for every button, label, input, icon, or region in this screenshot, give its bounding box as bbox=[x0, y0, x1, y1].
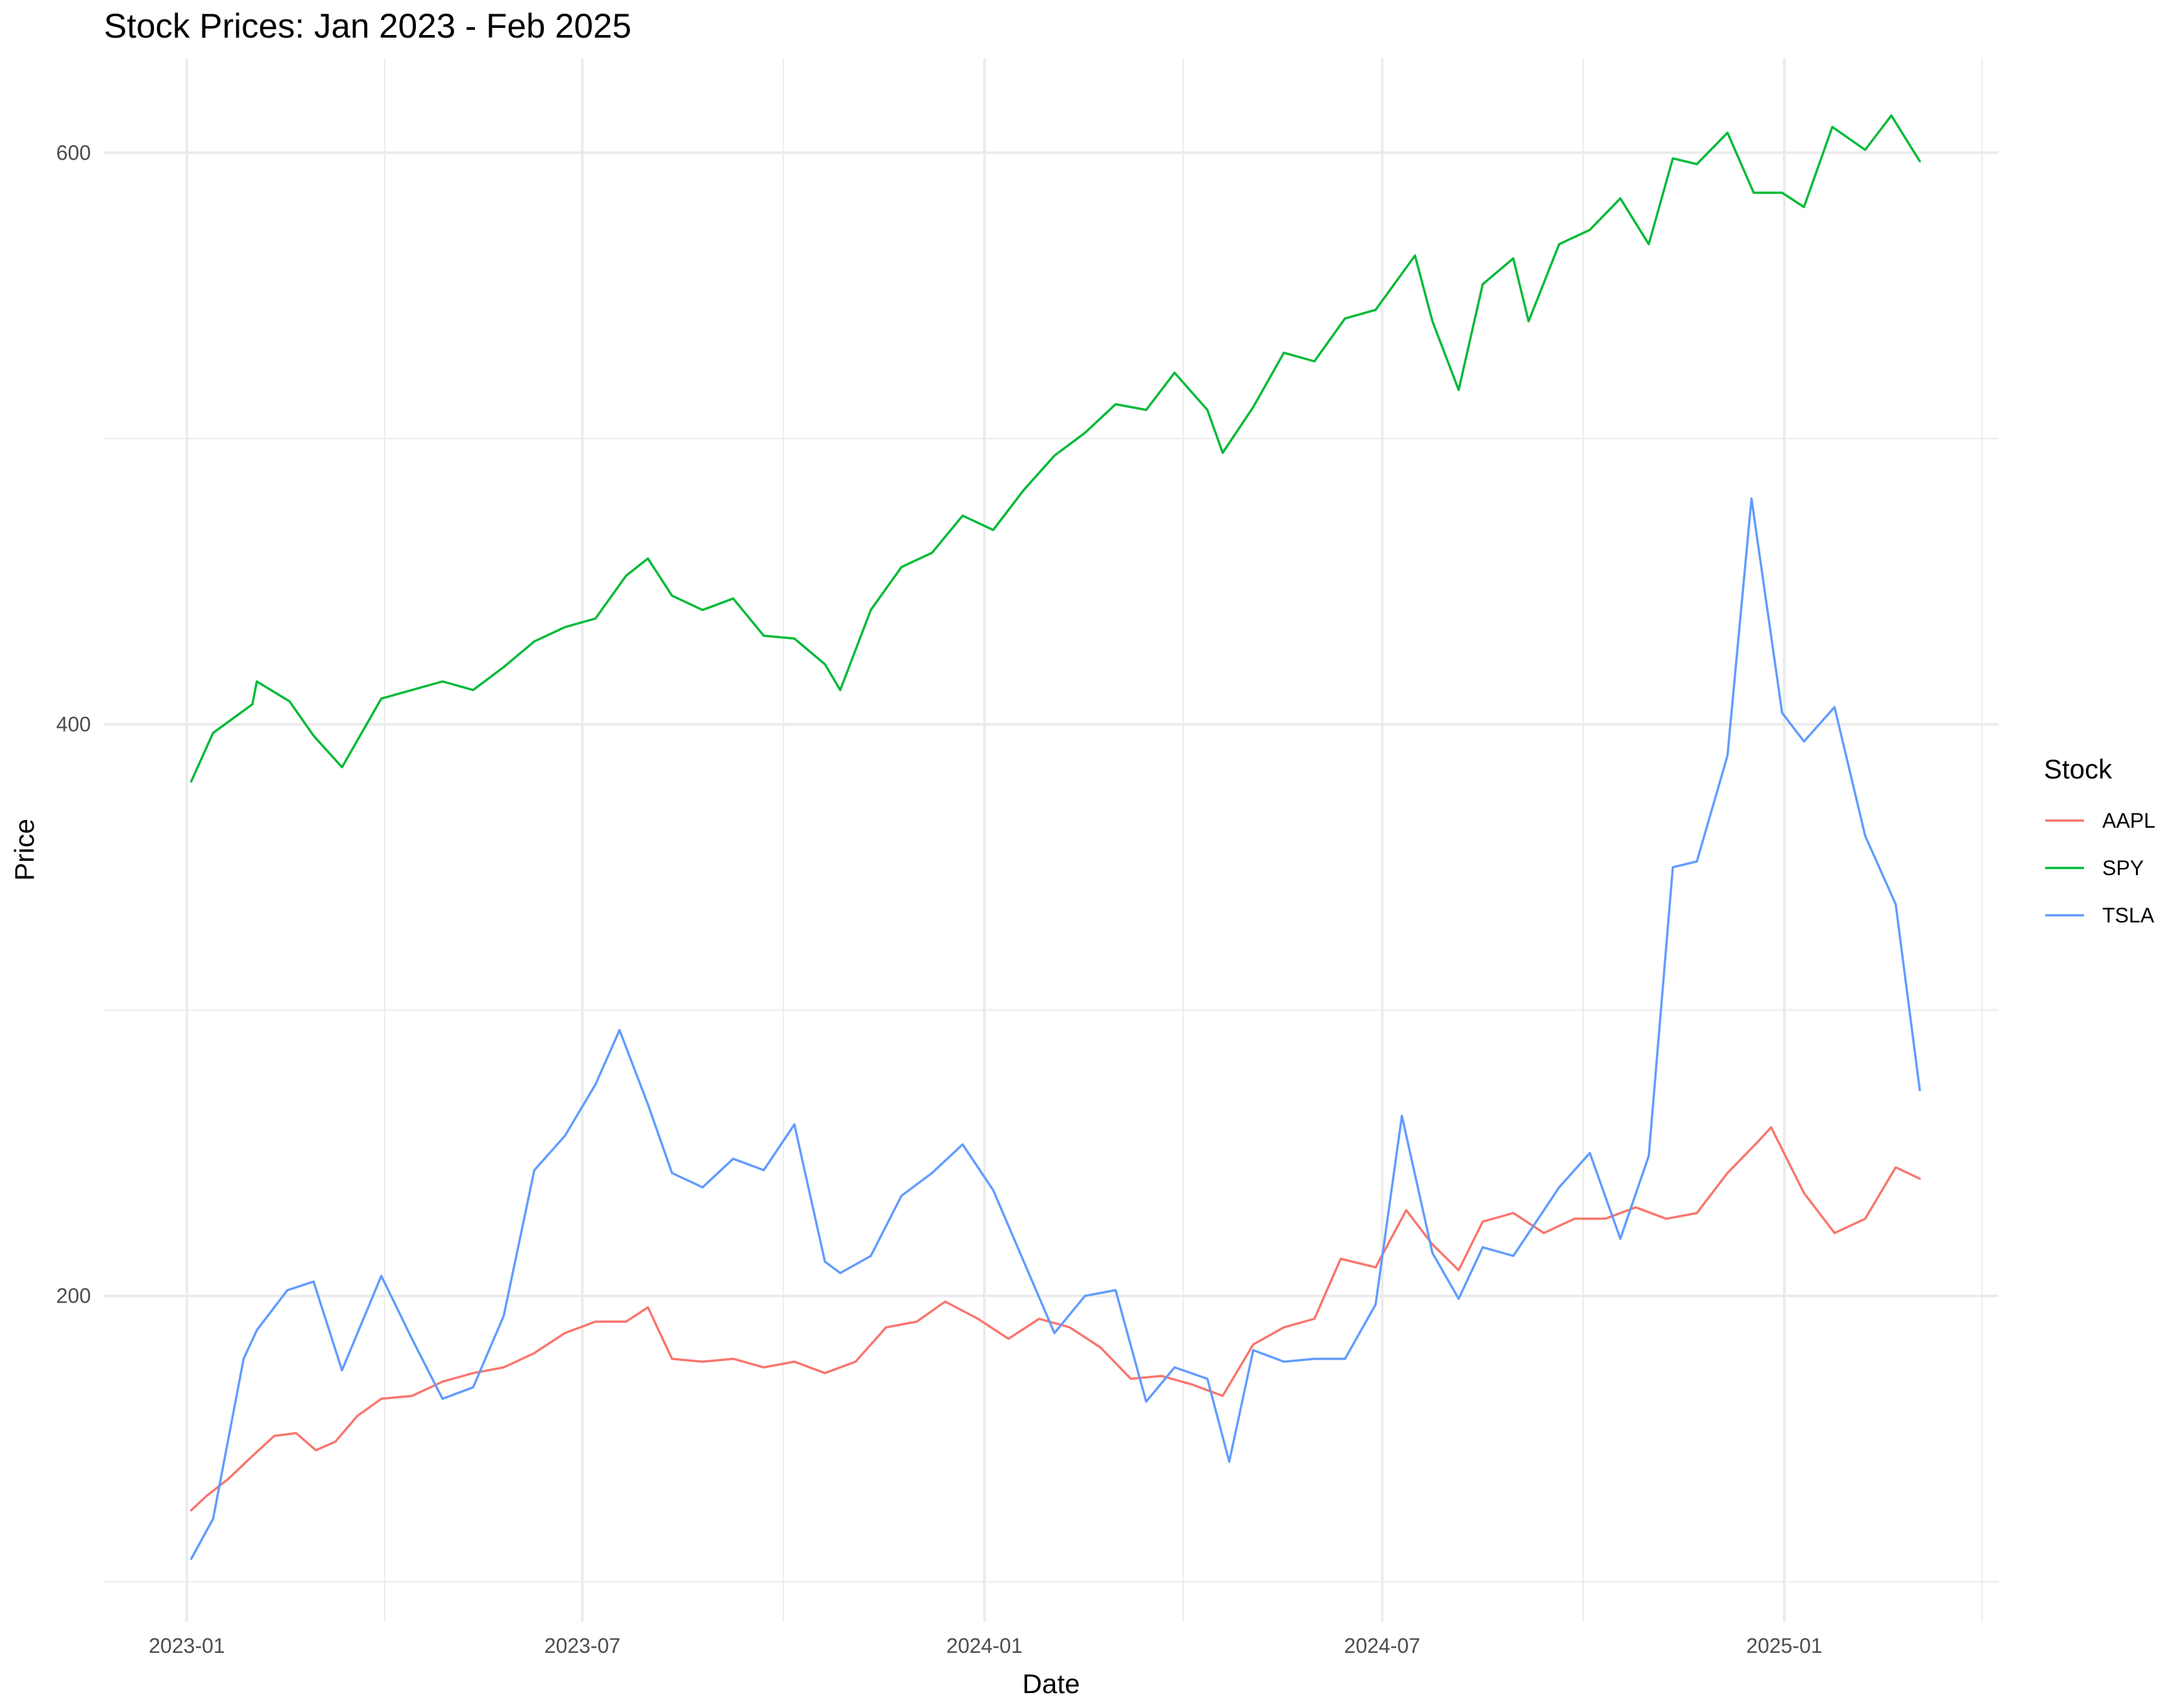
x-axis-title: Date bbox=[1023, 1668, 1080, 1699]
grid-minor bbox=[104, 58, 1998, 1622]
legend-label-aapl: AAPL bbox=[2102, 809, 2155, 832]
legend-label-spy: SPY bbox=[2102, 856, 2144, 880]
series-line-aapl bbox=[189, 1126, 1921, 1511]
legend: Stock AAPL SPY TSLA bbox=[2044, 754, 2155, 927]
x-tick-labels: 2023-01 2023-07 2024-01 2024-07 2025-01 bbox=[149, 1634, 1822, 1657]
chart-title: Stock Prices: Jan 2023 - Feb 2025 bbox=[104, 7, 632, 45]
y-axis-title: Price bbox=[9, 819, 40, 881]
series-lines bbox=[189, 114, 1921, 1560]
y-tick-label-600: 600 bbox=[56, 141, 91, 164]
x-tick-label-2024-01: 2024-01 bbox=[947, 1634, 1023, 1657]
grid-major bbox=[104, 58, 1998, 1622]
y-tick-label-400: 400 bbox=[56, 713, 91, 736]
series-line-spy bbox=[189, 114, 1921, 783]
x-tick-label-2023-01: 2023-01 bbox=[149, 1634, 224, 1657]
x-tick-label-2024-07: 2024-07 bbox=[1344, 1634, 1420, 1657]
legend-title: Stock bbox=[2044, 754, 2113, 784]
y-tick-labels: 200 400 600 bbox=[56, 141, 91, 1307]
y-tick-label-200: 200 bbox=[56, 1284, 91, 1308]
x-tick-label-2025-01: 2025-01 bbox=[1746, 1634, 1822, 1657]
series-line-tsla bbox=[189, 497, 1921, 1560]
legend-entries: AAPL SPY TSLA bbox=[2045, 809, 2155, 927]
x-tick-label-2023-07: 2023-07 bbox=[544, 1634, 620, 1657]
legend-label-tsla: TSLA bbox=[2102, 904, 2155, 927]
